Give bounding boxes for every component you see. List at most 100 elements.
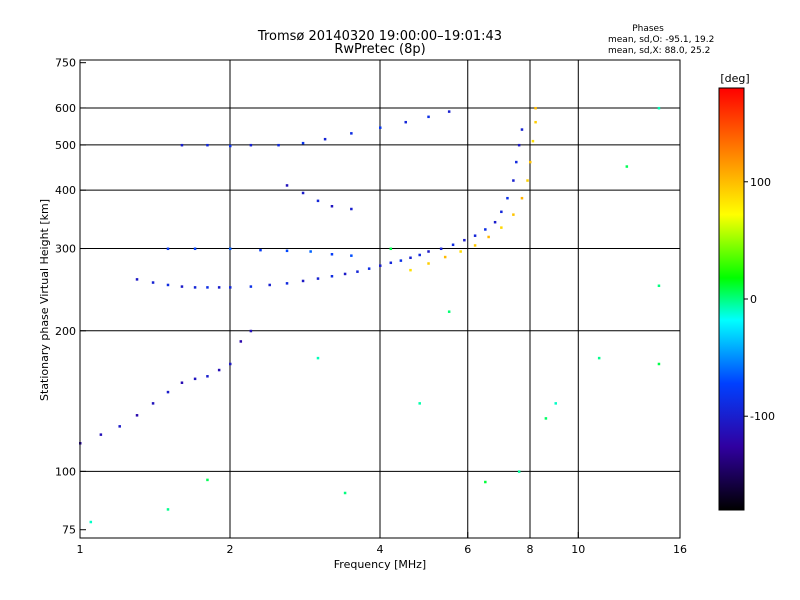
y-tick-label: 300 <box>55 243 76 256</box>
data-point <box>487 235 490 239</box>
data-point <box>427 262 430 265</box>
data-point <box>229 247 232 251</box>
series-f-layer-multiple <box>180 110 451 148</box>
data-point <box>500 226 503 229</box>
data-point <box>229 362 232 366</box>
data-point <box>443 255 447 259</box>
data-point <box>427 250 430 253</box>
chart-subtitle: RwPretec (8p) <box>334 42 425 57</box>
data-point <box>229 144 232 148</box>
data-point <box>316 356 320 360</box>
phases-header: Phases <box>632 24 664 34</box>
x-axis-label: Frequency [MHz] <box>334 558 426 571</box>
data-point <box>268 283 271 287</box>
data-point <box>193 377 197 381</box>
data-point <box>180 381 184 384</box>
data-point <box>597 356 601 360</box>
data-point <box>285 282 289 285</box>
phases-x-stats: mean, sd,X: 88.0, 25.2 <box>608 46 710 56</box>
data-point <box>463 238 466 242</box>
data-point <box>657 362 661 366</box>
data-point <box>439 247 443 251</box>
series-x-trace-f-layer <box>409 106 537 272</box>
x-tick-label: 6 <box>464 543 471 556</box>
data-point <box>135 278 139 281</box>
series-oblique-echo-400-km <box>285 184 353 211</box>
data-point <box>404 120 407 124</box>
data-point <box>418 402 421 405</box>
data-point <box>379 264 382 267</box>
data-point <box>193 286 197 289</box>
data-point <box>512 213 515 216</box>
data-point <box>151 402 155 405</box>
data-point <box>166 390 170 394</box>
data-point <box>418 253 421 257</box>
data-point <box>484 480 487 484</box>
x-tick-label: 16 <box>673 543 687 556</box>
colorbar-ticks: 100 0 -100 <box>744 176 775 423</box>
data-point <box>166 508 170 511</box>
data-point <box>473 234 477 237</box>
data-point <box>493 220 497 224</box>
data-point <box>309 250 312 253</box>
data-point <box>350 132 353 135</box>
data-point <box>529 160 532 164</box>
data-point <box>517 470 521 473</box>
chart-title: Tromsø 20140320 19:00:00–19:01:43 <box>257 29 502 44</box>
data-point <box>217 368 221 372</box>
data-point <box>389 247 393 251</box>
data-point <box>520 196 524 200</box>
data-point <box>118 425 121 428</box>
data-point <box>379 126 382 129</box>
data-point <box>316 199 320 203</box>
data-point <box>356 270 359 273</box>
data-point <box>330 253 334 256</box>
data-point <box>323 137 327 141</box>
data-point <box>99 433 103 436</box>
data-point <box>447 110 451 113</box>
data-point <box>389 261 393 265</box>
x-tick-label: 4 <box>377 543 384 556</box>
y-tick-label: 750 <box>55 57 76 70</box>
data-point <box>515 160 518 164</box>
data-point <box>484 228 487 231</box>
data-point <box>301 141 305 145</box>
data-point <box>534 106 537 110</box>
data-point <box>89 520 93 524</box>
data-point <box>343 272 347 276</box>
series-o-trace-f-layer <box>135 128 524 289</box>
data-point <box>657 284 661 288</box>
x-tick-label: 2 <box>227 543 234 556</box>
data-point <box>259 248 262 252</box>
data-point <box>285 184 289 187</box>
data-point <box>350 207 353 211</box>
data-point <box>330 275 334 278</box>
data-point <box>544 417 548 420</box>
y-tick-label: 100 <box>55 465 76 478</box>
data-point <box>135 414 139 417</box>
data-point <box>249 285 253 288</box>
colorbar-tick-label: 0 <box>750 293 757 306</box>
y-tick-label: 200 <box>55 325 76 338</box>
data-point <box>447 310 451 313</box>
data-point <box>229 286 232 289</box>
data-point <box>343 491 347 495</box>
data-point <box>206 375 209 378</box>
data-point <box>166 283 170 287</box>
data-point <box>500 210 503 214</box>
data-point <box>367 267 371 270</box>
data-point <box>473 244 477 247</box>
data-point <box>409 268 412 272</box>
series-oblique-echo-300-km <box>166 247 353 257</box>
data-point <box>249 143 253 147</box>
y-axis-label: Stationary phase Virtual Height [km] <box>38 199 51 401</box>
data-point <box>239 340 243 343</box>
data-point <box>206 478 209 482</box>
colorbar <box>718 87 745 511</box>
data-point <box>451 243 455 247</box>
y-tick-label: 600 <box>55 102 76 115</box>
data-point <box>520 128 524 131</box>
data-point <box>657 106 661 110</box>
data-point <box>534 120 537 124</box>
